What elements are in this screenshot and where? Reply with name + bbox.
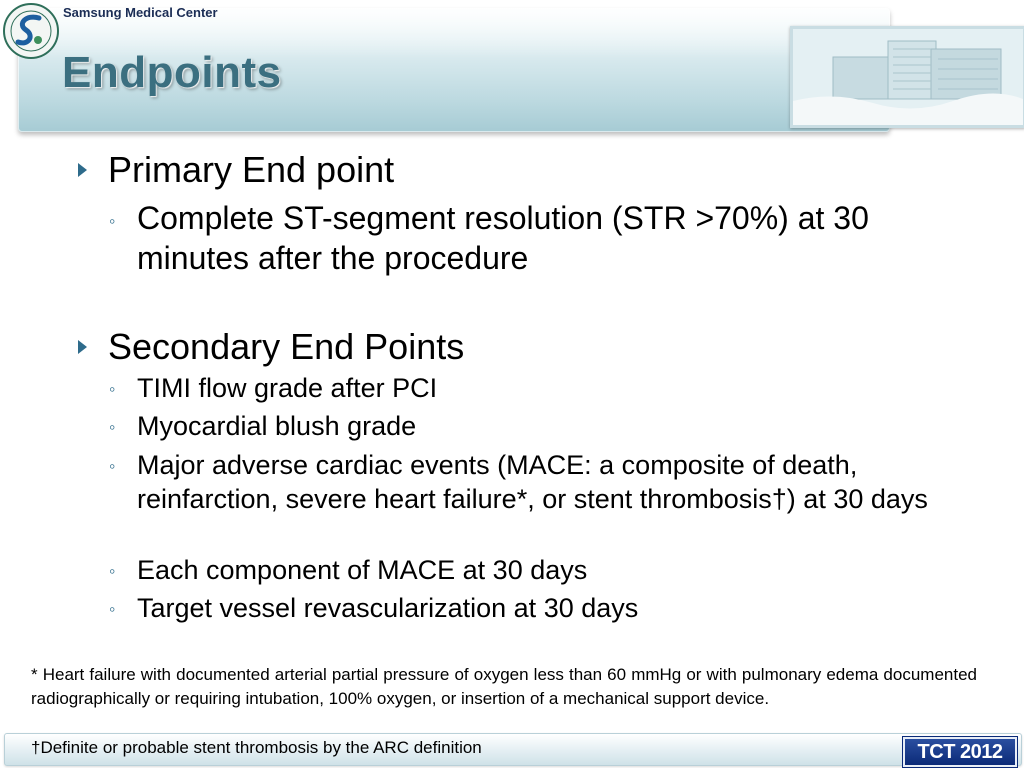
circle-bullet-icon: ◦ xyxy=(109,456,116,476)
circle-bullet-icon: ◦ xyxy=(109,417,116,437)
secondary-endpoints-heading: Secondary End Points xyxy=(78,327,464,367)
stent-thrombosis-footnote: †Definite or probable stent thrombosis b… xyxy=(31,738,482,757)
organization-name: Samsung Medical Center xyxy=(63,5,218,20)
secondary-endpoint-item: ◦ Myocardial blush grade xyxy=(109,409,982,443)
university-seal-icon xyxy=(3,3,59,59)
circle-bullet-icon: ◦ xyxy=(109,379,116,399)
primary-endpoint-item: ◦ Complete ST-segment resolution (STR >7… xyxy=(109,200,869,276)
heart-failure-footnote: * Heart failure with documented arterial… xyxy=(31,665,977,708)
circle-bullet-icon: ◦ xyxy=(109,599,116,619)
secondary-endpoint-item: ◦ Major adverse cardiac events (MACE: a … xyxy=(109,450,928,514)
conference-badge: TCT 2012 xyxy=(903,737,1017,767)
header-banner xyxy=(18,8,890,132)
circle-bullet-icon: ◦ xyxy=(109,211,116,231)
footer-bar xyxy=(4,733,1022,766)
secondary-endpoint-item: ◦ Target vessel revascularization at 30 … xyxy=(109,591,982,625)
triangle-bullet-icon xyxy=(78,340,87,354)
circle-bullet-icon: ◦ xyxy=(109,561,116,581)
page-title: Endpoints xyxy=(62,48,282,97)
secondary-endpoint-item: ◦ Each component of MACE at 30 days xyxy=(109,553,982,587)
primary-endpoint-heading: Primary End point xyxy=(78,150,394,190)
triangle-bullet-icon xyxy=(78,163,87,177)
secondary-endpoint-item: ◦ TIMI flow grade after PCI xyxy=(109,371,982,405)
hospital-building-photo xyxy=(790,26,1024,128)
